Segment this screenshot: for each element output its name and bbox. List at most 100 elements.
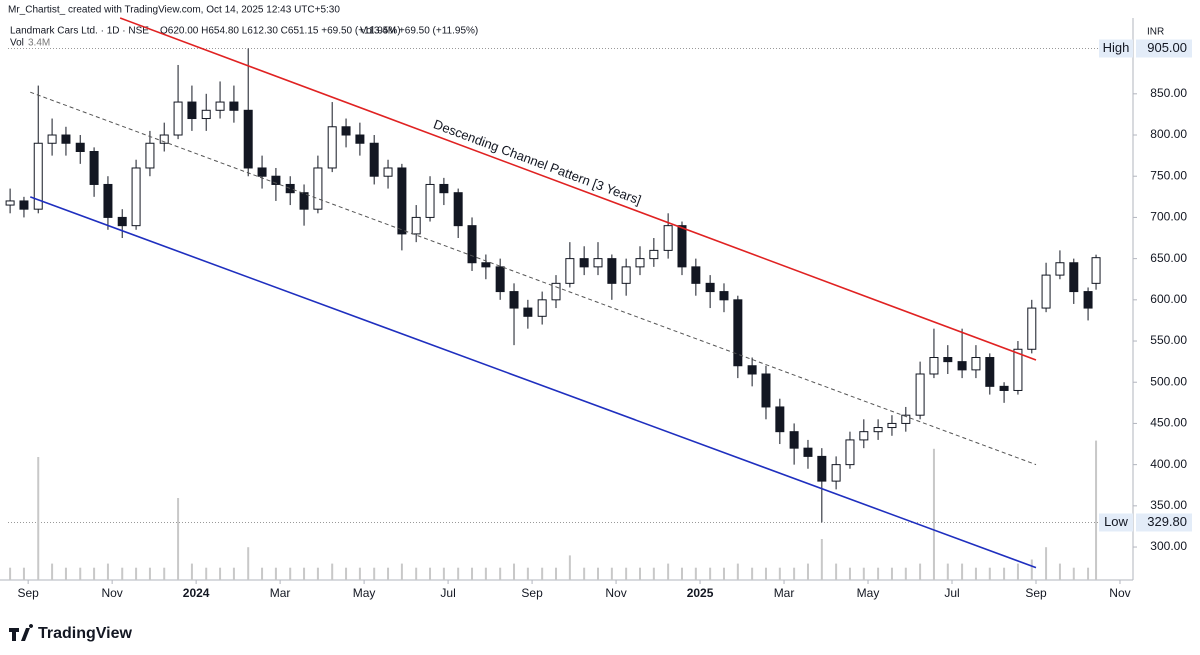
volume-bar [751, 567, 754, 580]
volume-bar [429, 567, 432, 580]
volume-bar [526, 567, 529, 580]
volume-bar [722, 567, 725, 580]
volume-bar [205, 567, 208, 580]
volume-bar [106, 563, 109, 580]
volume-bar [148, 567, 151, 580]
volume-bar [177, 498, 180, 580]
candle-body [5, 200, 15, 206]
volume-bar [961, 563, 964, 580]
y-tick-label: 550.00 [1150, 333, 1187, 347]
candle-body [1055, 262, 1065, 276]
candle-body [145, 142, 155, 169]
x-tick-label: Mar [270, 586, 291, 600]
candle-body [131, 167, 141, 227]
x-tick-label: May [353, 586, 376, 600]
volume-legend: Vol3.4M +69.50 (+11.95%) [360, 26, 478, 37]
candle-body [999, 385, 1009, 391]
volume-bar [932, 448, 935, 580]
volume-bar [358, 567, 361, 580]
candle-body [285, 183, 295, 194]
candle-body [929, 357, 939, 375]
x-tick-label: Jul [440, 586, 455, 600]
logo [9, 624, 34, 641]
volume-bar [541, 567, 544, 580]
x-tick-label: Sep [1025, 586, 1047, 600]
candle-body [103, 183, 113, 218]
high_marker-label: High [1103, 40, 1130, 55]
volume-bar [764, 567, 767, 580]
x-tick-label: 2024 [183, 586, 210, 600]
y-tick-label: 600.00 [1150, 292, 1187, 306]
volume-bar [610, 567, 613, 580]
brand: TradingView [38, 625, 133, 642]
y-tick-label: 850.00 [1150, 86, 1187, 100]
y-tick-label: 450.00 [1150, 416, 1187, 430]
volume-bar [1087, 567, 1090, 580]
candle-body [229, 101, 239, 111]
x-tick-label: Nov [1109, 586, 1130, 600]
volume-bar [37, 457, 40, 580]
candle-body [89, 150, 99, 185]
candle-body [873, 427, 883, 433]
candle-body [355, 134, 365, 144]
volume-bar [597, 567, 600, 580]
volume-bar [289, 567, 292, 580]
candle-body [397, 167, 407, 235]
volume-bar [121, 567, 124, 580]
high_marker-value: 905.00 [1147, 40, 1187, 55]
volume-bar [638, 567, 641, 580]
trendline [30, 91, 1037, 466]
volume-bar [163, 567, 166, 580]
volume-bar [568, 555, 571, 580]
volume-bar [709, 567, 712, 580]
candle-body [1069, 262, 1079, 293]
candle-body [691, 266, 701, 284]
candle-body [425, 183, 435, 218]
vol-value: 3.4M [28, 38, 50, 49]
volume-bar [22, 567, 25, 580]
volume-bar [820, 539, 823, 580]
candle-body [635, 258, 645, 268]
volume-bar [778, 567, 781, 580]
candle-body [1027, 307, 1037, 350]
candle-body [453, 192, 463, 227]
high_marker-tag [1099, 39, 1133, 58]
candle-body [243, 109, 253, 169]
candle-body [677, 225, 687, 268]
y-tick-label: 350.00 [1150, 498, 1187, 512]
volume-bar [904, 567, 907, 580]
candle-body [411, 216, 421, 235]
candle-body [47, 134, 57, 144]
volume-bar [93, 567, 96, 580]
candle-body [593, 258, 603, 268]
volume-bar [694, 567, 697, 580]
candle-body [845, 439, 855, 466]
volume-bar [316, 567, 319, 580]
candle-body [523, 307, 533, 317]
volume-bar [890, 567, 893, 580]
candle-body [859, 431, 869, 441]
x-tick-label: 2025 [687, 586, 714, 600]
candle-body [957, 361, 967, 371]
volume-bar [862, 567, 865, 580]
volume-bar [247, 547, 250, 580]
volume-bar [331, 563, 334, 580]
candle-body [579, 258, 589, 268]
volume-bar [303, 567, 306, 580]
volume-bar [219, 567, 222, 580]
volume-bar [1058, 563, 1061, 580]
candle-body [481, 262, 491, 268]
volume-bar [387, 567, 390, 580]
volume-bar [835, 563, 838, 580]
candle-body [299, 192, 309, 210]
candle-body [369, 142, 379, 177]
low_marker-label: Low [1104, 514, 1128, 529]
volume-bar [793, 567, 796, 580]
volume-bar [499, 567, 502, 580]
volume-bar [1045, 547, 1048, 580]
candle-body [887, 422, 897, 429]
volume-bar [79, 567, 82, 580]
volume-bar [345, 567, 348, 580]
candle-body [747, 365, 757, 375]
